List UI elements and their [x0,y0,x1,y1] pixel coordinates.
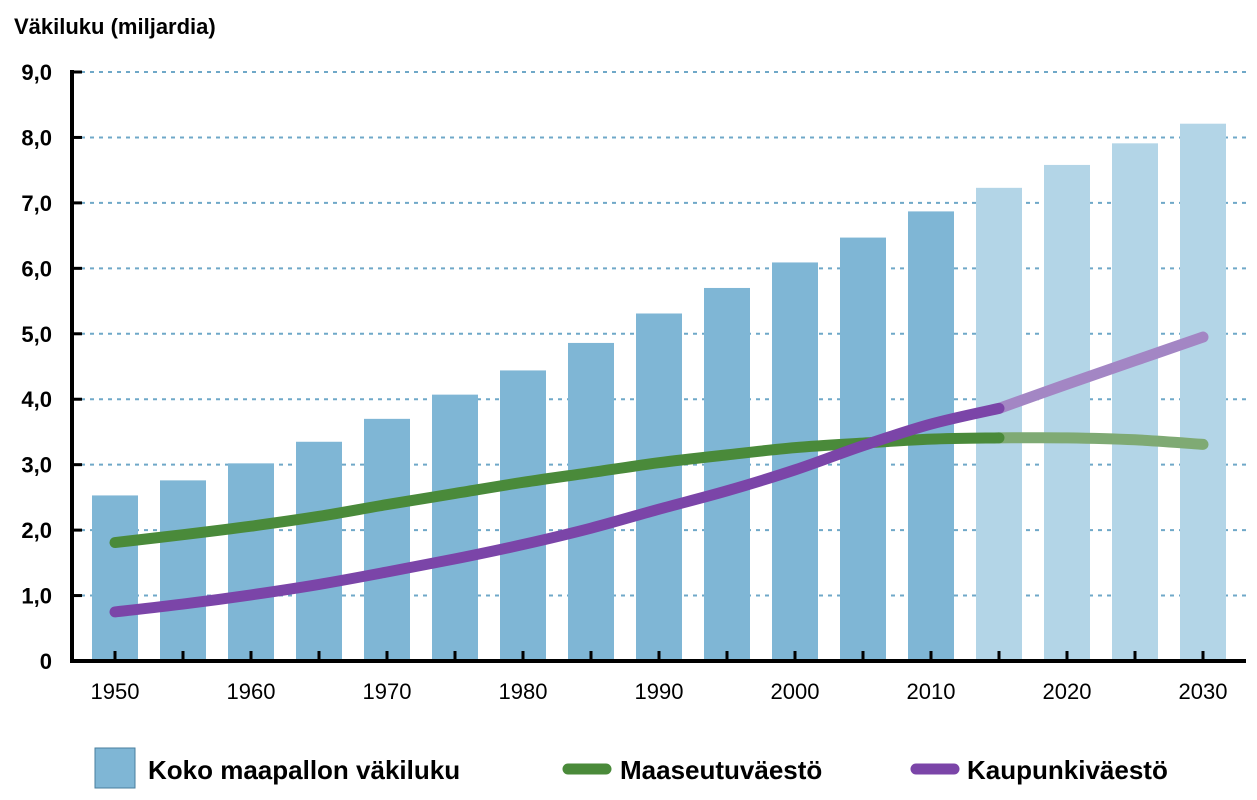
bar-1975 [432,394,478,661]
bars-group [92,123,1226,662]
bar-2020 [1044,164,1090,662]
y-tick-label: 7,0 [21,191,52,216]
y-tick-label: 6,0 [21,256,52,281]
y-tick-label: 2,0 [21,518,52,543]
x-tick-label: 1960 [227,679,276,704]
legend: Koko maapallon väkiluku Maaseutuväestö Kau… [94,747,1168,789]
x-tick-label: 1980 [499,679,548,704]
x-tick-label: 2020 [1043,679,1092,704]
y-tick-label: 3,0 [21,453,52,478]
line-kaupunkiv-est- [109,402,1005,618]
bar-1950 [92,495,138,661]
y-tick-label: 9,0 [21,60,52,85]
bar-1970 [364,418,410,661]
y-tick-label: 4,0 [21,387,52,412]
x-tick-label: 2010 [907,679,956,704]
x-tick-label: 1970 [363,679,412,704]
x-tick-label: 2000 [771,679,820,704]
bar-2015 [976,187,1022,661]
line-projection-maaseutuv-est- [993,432,1209,450]
lines-group [109,331,1209,618]
bar-2025 [1112,143,1158,661]
bar-1990 [636,313,682,661]
axes: 0 1,0 2,0 3,0 4,0 5,0 6,0 7,0 8,0 9,0 1950 1960 1970… [21,60,1246,704]
x-tick-label: 2030 [1179,679,1228,704]
legend-label: Maaseutuväestö [620,755,822,785]
bar-2030 [1180,123,1226,661]
legend-swatch-total [94,747,136,789]
bar-1960 [228,463,274,661]
y-axis-title: Väkiluku (miljardia) [14,14,216,39]
y-tick-label: 1,0 [21,584,52,609]
bar-1955 [160,480,206,661]
bar-1965 [296,441,342,661]
y-tick-label: 0 [40,649,52,674]
legend-label: Koko maapallon väkiluku [148,755,460,785]
y-tick-label: 5,0 [21,322,52,347]
x-tick-label: 1950 [91,679,140,704]
bar-1980 [500,370,546,661]
legend-label: Kaupunkiväestö [967,755,1168,785]
y-tick-label: 8,0 [21,125,52,150]
line-projection-kaupunkiv-est- [993,331,1209,414]
x-tick-label: 1990 [635,679,684,704]
bar-1985 [568,342,614,661]
bar-1995 [704,287,750,661]
